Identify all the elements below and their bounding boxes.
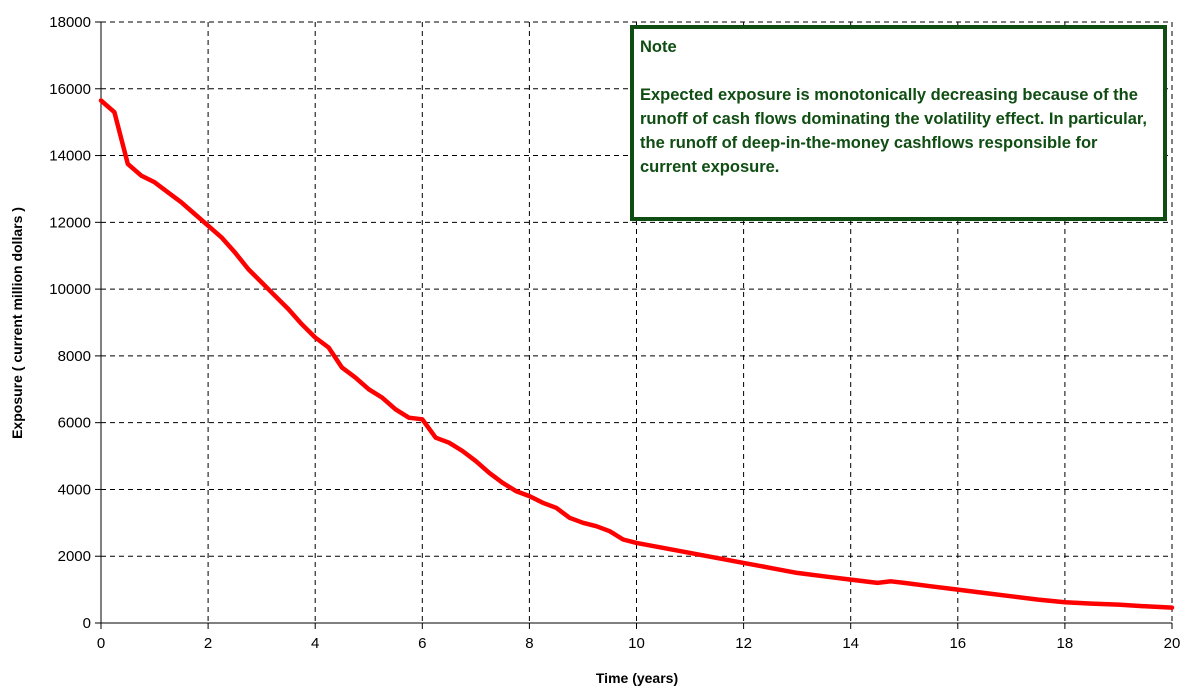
series-line <box>98 98 1175 610</box>
x-tick-label: 10 <box>628 635 645 652</box>
x-tick-label: 2 <box>204 635 212 652</box>
note-text: Expected exposure is monotonically decre… <box>640 86 1147 176</box>
axes <box>95 21 1173 629</box>
y-axis-title: Exposure ( current million dollars ) <box>9 207 25 439</box>
y-tick-label: 0 <box>83 615 91 632</box>
x-tick-label: 8 <box>525 635 533 652</box>
y-tick-label: 8000 <box>58 348 91 365</box>
x-tick-label: 6 <box>418 635 426 652</box>
x-tick-label: 0 <box>97 635 105 652</box>
x-tick-label: 12 <box>735 635 752 652</box>
y-tick-label: 14000 <box>49 148 91 165</box>
x-tick-label: 20 <box>1164 635 1181 652</box>
y-tick-labels: 0 2000 4000 6000 8000 10000 12000 14000 16000 180… <box>49 14 91 632</box>
series-group <box>98 98 1175 610</box>
x-axis-title: Time (years) <box>596 670 678 686</box>
x-tick-labels: 0 2 4 6 8 10 12 14 16 18 20 <box>97 635 1181 652</box>
y-tick-label: 12000 <box>49 214 91 231</box>
y-tick-label: 4000 <box>58 481 91 498</box>
note-title: Note <box>640 38 677 56</box>
y-tick-label: 6000 <box>58 415 91 432</box>
y-tick-label: 10000 <box>49 281 91 298</box>
x-tick-label: 14 <box>842 635 859 652</box>
y-tick-label: 16000 <box>49 81 91 98</box>
y-tick-label: 18000 <box>49 14 91 31</box>
x-tick-label: 4 <box>311 635 319 652</box>
x-tick-label: 16 <box>949 635 966 652</box>
x-tick-label: 18 <box>1057 635 1074 652</box>
note-box: Note Expected exposure is monotonically … <box>630 25 1167 221</box>
y-tick-label: 2000 <box>58 548 91 565</box>
